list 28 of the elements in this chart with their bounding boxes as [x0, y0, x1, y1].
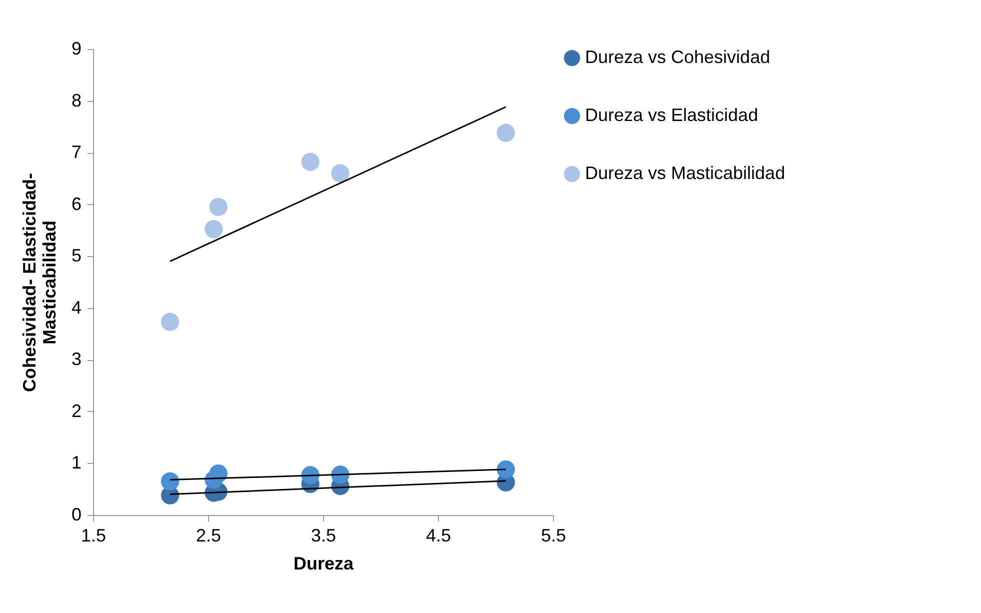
point	[331, 164, 350, 182]
x-tick-label: 4.5	[426, 526, 452, 546]
y-tick-label: 8	[71, 90, 82, 110]
point	[160, 472, 180, 490]
y-tick-label: 0	[71, 504, 82, 524]
point	[209, 198, 228, 216]
y-tick-label: 1	[71, 452, 82, 473]
y-tick-label: 4	[71, 297, 82, 318]
x-tick-label: 2.5	[196, 526, 222, 546]
x-tick-label: 3.5	[310, 526, 336, 546]
y-tick-label: 9	[71, 38, 82, 58]
point	[204, 220, 223, 238]
legend-label: Dureza vs Cohesividad	[585, 47, 770, 67]
point	[160, 312, 180, 331]
legend-label: Dureza vs Masticabilidad	[585, 163, 786, 183]
point	[496, 124, 515, 142]
legend-label: Dureza vs Elasticidad	[585, 105, 758, 125]
y-tick-label: 3	[71, 349, 82, 370]
point	[496, 460, 515, 478]
point	[301, 152, 320, 171]
x-tick-label: 5.5	[540, 526, 566, 546]
x-tick-label: 1.5	[80, 526, 106, 546]
y-axis-title: Cohesividad- Elasticidad- Masticabilidad	[19, 172, 60, 392]
y-tick-label: 2	[71, 400, 82, 421]
y-tick-label: 7	[71, 142, 82, 162]
x-axis-title: Dureza	[293, 554, 354, 574]
y-tick-label: 6	[71, 194, 82, 214]
y-tick-label: 5	[71, 246, 82, 266]
